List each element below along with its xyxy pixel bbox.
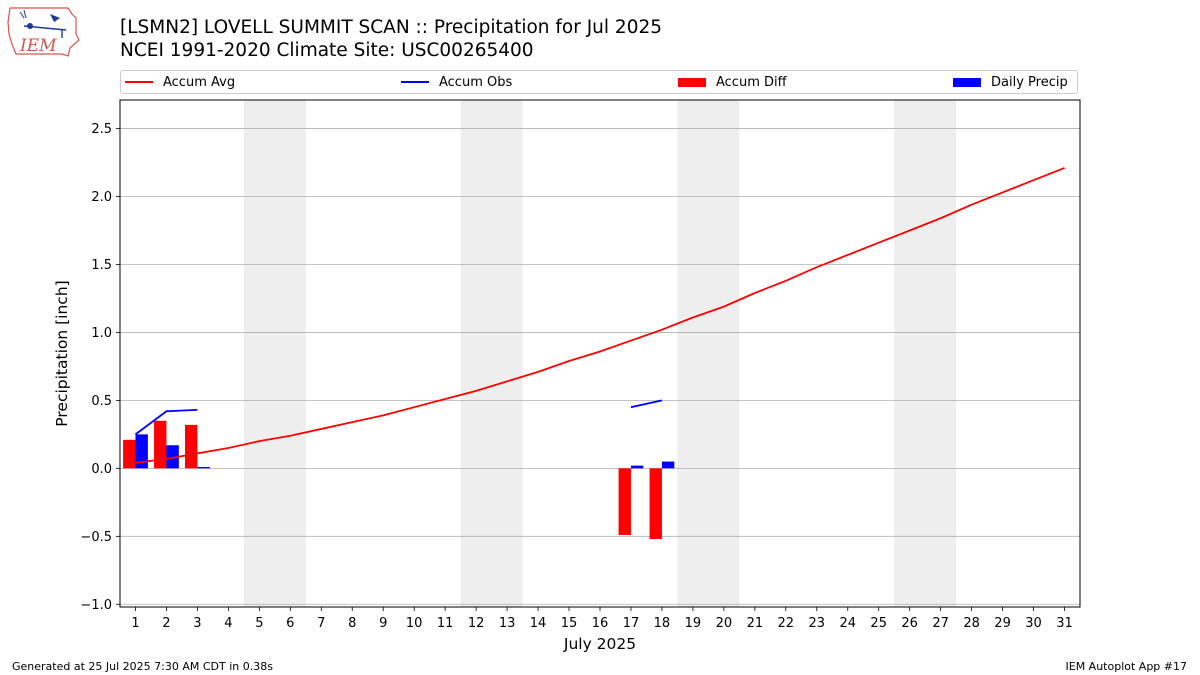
chart-title: [LSMN2] LOVELL SUMMIT SCAN :: Precipitat… bbox=[120, 17, 663, 38]
x-tick-label: 10 bbox=[406, 616, 423, 631]
weekend-shade bbox=[894, 100, 957, 607]
legend-accum-obs: Accum Obs bbox=[401, 71, 512, 93]
y-tick-label: 0.0 bbox=[91, 462, 112, 477]
y-tick-label: 0.5 bbox=[91, 394, 112, 409]
x-tick-label: 6 bbox=[286, 616, 294, 631]
x-tick-label: 29 bbox=[994, 616, 1011, 631]
x-tick-label: 11 bbox=[437, 616, 454, 631]
daily-precip-bar bbox=[630, 465, 644, 469]
x-tick-label: 23 bbox=[809, 616, 826, 631]
legend-swatch-box-red bbox=[678, 77, 706, 87]
legend: Accum Avg Accum Obs Accum Diff Daily Pre… bbox=[120, 70, 1078, 94]
x-tick-label: 28 bbox=[963, 616, 980, 631]
legend-label: Accum Avg bbox=[163, 74, 236, 90]
weekend-shade bbox=[243, 100, 306, 607]
x-tick-label: 17 bbox=[623, 616, 640, 631]
y-tick-label: −1.0 bbox=[80, 598, 112, 613]
daily-precip-bar bbox=[197, 466, 210, 469]
weekend-shade bbox=[460, 100, 523, 607]
legend-accum-diff: Accum Diff bbox=[678, 71, 787, 93]
accum-diff-bar bbox=[123, 439, 136, 469]
x-tick-label: 15 bbox=[561, 616, 578, 631]
x-tick-label: 5 bbox=[255, 616, 263, 631]
x-tick-label: 8 bbox=[348, 616, 356, 631]
x-tick-label: 24 bbox=[839, 616, 856, 631]
y-tick-label: 2.0 bbox=[91, 190, 112, 205]
legend-label: Accum Obs bbox=[439, 74, 513, 90]
accum-diff-bar bbox=[618, 468, 631, 535]
legend-label: Accum Diff bbox=[716, 74, 787, 90]
daily-precip-bar bbox=[661, 461, 675, 469]
legend-swatch-box-blue bbox=[953, 77, 981, 87]
accum-avg-line bbox=[135, 167, 1065, 464]
x-tick-label: 26 bbox=[901, 616, 918, 631]
x-tick-label: 20 bbox=[716, 616, 733, 631]
legend-swatch-line-red bbox=[125, 81, 153, 83]
x-tick-label: 18 bbox=[654, 616, 671, 631]
x-tick-label: 1 bbox=[131, 616, 139, 631]
logo-text: IEM bbox=[19, 36, 57, 56]
x-tick-label: 2 bbox=[162, 616, 170, 631]
daily-precip-bar bbox=[135, 434, 148, 469]
x-tick-label: 13 bbox=[499, 616, 516, 631]
legend-swatch-line-blue bbox=[401, 81, 429, 83]
x-tick-label: 7 bbox=[317, 616, 325, 631]
accum-diff-bar bbox=[649, 468, 662, 540]
x-tick-label: 22 bbox=[778, 616, 795, 631]
y-tick-label: −0.5 bbox=[80, 530, 112, 545]
x-tick-label: 3 bbox=[193, 616, 201, 631]
x-tick-label: 14 bbox=[530, 616, 547, 631]
x-tick-label: 4 bbox=[224, 616, 232, 631]
y-tick-label: 1.0 bbox=[91, 326, 112, 341]
accum-diff-bar bbox=[185, 424, 198, 469]
x-tick-label: 9 bbox=[379, 616, 387, 631]
accum-obs-line bbox=[630, 399, 663, 409]
plot-frame bbox=[119, 99, 1081, 608]
legend-label: Daily Precip bbox=[991, 74, 1068, 90]
x-tick-label: 31 bbox=[1056, 616, 1073, 631]
legend-accum-avg: Accum Avg bbox=[125, 71, 235, 93]
daily-precip-bar bbox=[166, 445, 179, 469]
x-axis-label: July 2025 bbox=[563, 635, 636, 653]
x-tick-label: 19 bbox=[685, 616, 702, 631]
legend-daily-precip: Daily Precip bbox=[953, 71, 1068, 93]
x-tick-label: 30 bbox=[1025, 616, 1042, 631]
weekend-shade bbox=[677, 100, 740, 607]
x-tick-label: 16 bbox=[592, 616, 609, 631]
x-tick-label: 27 bbox=[932, 616, 949, 631]
accum-diff-bar bbox=[154, 420, 167, 469]
y-tick-label: 2.5 bbox=[91, 122, 112, 137]
y-axis-label: Precipitation [inch] bbox=[53, 280, 71, 426]
app-note: IEM Autoplot App #17 bbox=[1065, 660, 1188, 673]
generated-note: Generated at 25 Jul 2025 7:30 AM CDT in … bbox=[12, 660, 273, 673]
iem-logo: IEM bbox=[7, 7, 80, 57]
x-tick-label: 21 bbox=[747, 616, 764, 631]
y-tick-label: 1.5 bbox=[91, 258, 112, 273]
x-tick-label: 25 bbox=[870, 616, 887, 631]
x-tick-label: 12 bbox=[468, 616, 485, 631]
accum-obs-line bbox=[134, 409, 198, 436]
chart-subtitle: NCEI 1991-2020 Climate Site: USC00265400 bbox=[120, 40, 534, 61]
